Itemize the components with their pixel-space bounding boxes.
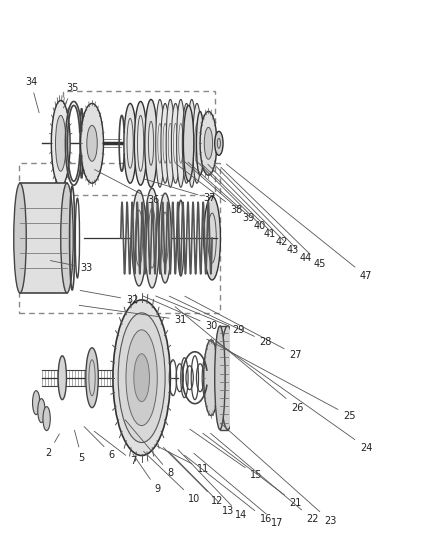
Ellipse shape bbox=[214, 131, 223, 155]
Ellipse shape bbox=[14, 183, 26, 293]
Ellipse shape bbox=[176, 100, 184, 187]
Text: 11: 11 bbox=[154, 445, 209, 474]
Text: 39: 39 bbox=[183, 160, 254, 223]
Text: 35: 35 bbox=[64, 84, 79, 108]
Text: 10: 10 bbox=[143, 451, 199, 504]
Bar bbox=[63, 92, 214, 195]
Text: 8: 8 bbox=[125, 419, 173, 479]
Ellipse shape bbox=[200, 111, 216, 175]
Text: 29: 29 bbox=[155, 296, 244, 335]
Ellipse shape bbox=[55, 116, 66, 171]
Text: 5: 5 bbox=[74, 430, 85, 463]
Text: 31: 31 bbox=[79, 305, 187, 325]
Text: 17: 17 bbox=[194, 453, 283, 528]
Text: 26: 26 bbox=[175, 306, 303, 413]
Ellipse shape bbox=[183, 106, 194, 181]
Ellipse shape bbox=[32, 391, 40, 415]
Ellipse shape bbox=[171, 103, 179, 183]
Ellipse shape bbox=[182, 103, 190, 183]
Text: 15: 15 bbox=[189, 429, 262, 480]
Text: 40: 40 bbox=[187, 162, 265, 231]
Ellipse shape bbox=[131, 190, 146, 286]
Text: 38: 38 bbox=[176, 164, 242, 215]
Text: 21: 21 bbox=[202, 433, 301, 508]
Text: 24: 24 bbox=[215, 342, 371, 453]
Ellipse shape bbox=[220, 326, 234, 430]
Ellipse shape bbox=[203, 196, 220, 280]
Ellipse shape bbox=[51, 100, 70, 186]
Text: 44: 44 bbox=[214, 164, 311, 263]
Text: 45: 45 bbox=[220, 167, 325, 269]
Ellipse shape bbox=[214, 326, 225, 430]
Text: 14: 14 bbox=[177, 449, 246, 520]
Text: 30: 30 bbox=[143, 296, 217, 331]
Text: 9: 9 bbox=[132, 454, 160, 495]
Bar bbox=[20, 183, 67, 293]
Ellipse shape bbox=[155, 100, 164, 187]
Text: 47: 47 bbox=[226, 164, 371, 281]
Text: 33: 33 bbox=[50, 261, 93, 273]
Text: 25: 25 bbox=[206, 339, 355, 421]
Ellipse shape bbox=[159, 193, 171, 283]
Text: 43: 43 bbox=[207, 164, 298, 255]
Ellipse shape bbox=[134, 101, 147, 185]
Ellipse shape bbox=[58, 356, 66, 400]
Text: 36: 36 bbox=[94, 169, 159, 205]
Text: 7: 7 bbox=[94, 431, 137, 466]
Ellipse shape bbox=[161, 103, 169, 183]
Ellipse shape bbox=[134, 354, 149, 402]
Bar bbox=[219, 326, 227, 430]
Ellipse shape bbox=[166, 100, 174, 187]
Text: 27: 27 bbox=[184, 296, 301, 360]
Text: 12: 12 bbox=[163, 448, 223, 506]
Text: 13: 13 bbox=[168, 451, 233, 516]
Text: 16: 16 bbox=[184, 455, 272, 524]
Ellipse shape bbox=[124, 103, 136, 183]
Ellipse shape bbox=[145, 100, 157, 187]
Ellipse shape bbox=[196, 111, 203, 175]
Ellipse shape bbox=[187, 100, 195, 187]
Text: 41: 41 bbox=[195, 160, 275, 239]
Text: 2: 2 bbox=[46, 434, 59, 457]
Text: 37: 37 bbox=[144, 179, 215, 203]
Ellipse shape bbox=[113, 300, 170, 456]
Ellipse shape bbox=[81, 103, 103, 183]
Ellipse shape bbox=[145, 188, 159, 288]
Ellipse shape bbox=[192, 103, 201, 183]
Ellipse shape bbox=[203, 340, 218, 416]
Ellipse shape bbox=[85, 348, 98, 408]
Text: 23: 23 bbox=[220, 423, 336, 526]
Text: 32: 32 bbox=[80, 290, 138, 305]
Text: 22: 22 bbox=[210, 433, 318, 524]
Text: 42: 42 bbox=[201, 164, 287, 247]
Ellipse shape bbox=[126, 330, 157, 425]
Ellipse shape bbox=[204, 127, 212, 159]
Ellipse shape bbox=[118, 313, 165, 442]
Ellipse shape bbox=[38, 399, 45, 423]
Text: 28: 28 bbox=[169, 296, 272, 347]
Bar bbox=[19, 163, 219, 313]
Text: 6: 6 bbox=[84, 426, 115, 459]
Ellipse shape bbox=[43, 407, 50, 431]
Ellipse shape bbox=[87, 125, 97, 161]
Text: 34: 34 bbox=[25, 77, 39, 112]
Ellipse shape bbox=[60, 183, 73, 293]
